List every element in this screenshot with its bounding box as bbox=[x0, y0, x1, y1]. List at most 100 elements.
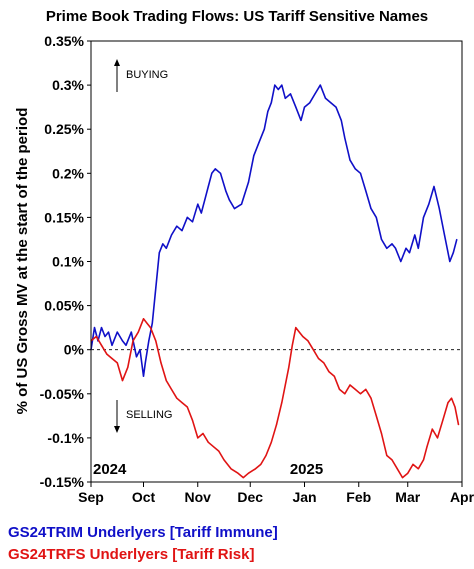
data-point bbox=[302, 335, 304, 338]
data-point bbox=[277, 88, 279, 91]
data-point bbox=[125, 344, 127, 346]
data-point bbox=[359, 172, 362, 174]
data-point bbox=[104, 335, 106, 338]
data-point bbox=[450, 397, 453, 399]
data-point bbox=[365, 190, 367, 192]
data-point bbox=[223, 459, 225, 461]
series-line-1 bbox=[90, 318, 460, 479]
x-tick-label: Apr bbox=[450, 489, 474, 505]
data-point bbox=[116, 331, 118, 333]
y-tick-label: -0.05% bbox=[40, 386, 85, 402]
down-arrow-head bbox=[114, 426, 120, 433]
data-point bbox=[149, 327, 152, 329]
data-point bbox=[307, 340, 309, 342]
data-point bbox=[454, 406, 456, 408]
data-point bbox=[298, 331, 300, 333]
data-point bbox=[267, 110, 269, 113]
data-point bbox=[300, 119, 302, 121]
data-point bbox=[303, 106, 306, 108]
year-label: 2025 bbox=[290, 461, 323, 478]
data-point bbox=[219, 172, 222, 174]
data-point bbox=[408, 252, 411, 254]
data-point bbox=[394, 247, 397, 249]
data-point bbox=[422, 459, 425, 461]
data-point bbox=[106, 353, 108, 355]
y-tick-label: 0.3% bbox=[52, 77, 84, 93]
data-point bbox=[155, 287, 157, 289]
data-point bbox=[207, 185, 209, 188]
data-point bbox=[438, 207, 440, 210]
data-point bbox=[370, 397, 372, 399]
series-group bbox=[90, 84, 460, 479]
data-point bbox=[258, 141, 260, 144]
data-point bbox=[253, 155, 255, 157]
x-tick-label: Dec bbox=[237, 489, 263, 505]
data-point bbox=[428, 203, 430, 205]
data-point bbox=[274, 84, 276, 86]
y-axis-label: % of US Gross MV at the start of the per… bbox=[14, 108, 31, 415]
data-point bbox=[380, 238, 383, 241]
data-point bbox=[457, 424, 460, 426]
data-point bbox=[270, 102, 272, 104]
data-point bbox=[456, 238, 458, 241]
data-point bbox=[414, 234, 416, 236]
data-point bbox=[349, 159, 351, 161]
data-point bbox=[295, 106, 297, 108]
data-point bbox=[160, 362, 162, 364]
data-point bbox=[181, 402, 183, 404]
data-point bbox=[130, 331, 132, 333]
data-point bbox=[254, 468, 257, 470]
data-point bbox=[121, 340, 124, 342]
data-point bbox=[211, 172, 213, 174]
data-point bbox=[132, 340, 134, 342]
data-point bbox=[417, 468, 419, 470]
data-point bbox=[191, 221, 194, 223]
data-point bbox=[263, 128, 265, 130]
data-point bbox=[338, 388, 341, 390]
data-point bbox=[426, 446, 428, 448]
axes: 0.35% 0.3% 0.25% 0.2% 0.15% 0.1% 0.05% 0% -0.05%… bbox=[40, 33, 474, 505]
y-tick-label: 0.25% bbox=[44, 121, 84, 137]
data-point bbox=[191, 419, 194, 421]
selling-label: SELLING bbox=[126, 409, 172, 421]
data-point bbox=[335, 106, 337, 108]
data-point bbox=[242, 476, 244, 479]
data-point bbox=[281, 402, 283, 404]
data-point bbox=[442, 419, 444, 421]
data-point bbox=[344, 393, 346, 395]
data-point bbox=[233, 207, 236, 210]
year-label: 2024 bbox=[93, 461, 127, 478]
data-point bbox=[284, 384, 286, 386]
data-point bbox=[375, 415, 377, 417]
data-point bbox=[170, 388, 173, 390]
data-point bbox=[202, 432, 204, 435]
data-point bbox=[417, 247, 419, 249]
data-point bbox=[204, 199, 206, 201]
data-point bbox=[214, 168, 216, 170]
data-point bbox=[121, 379, 124, 382]
data-point bbox=[158, 252, 160, 254]
data-point bbox=[354, 168, 356, 170]
data-point bbox=[436, 437, 439, 439]
data-point bbox=[142, 375, 145, 377]
data-point bbox=[422, 216, 425, 218]
data-point bbox=[401, 476, 404, 479]
data-point bbox=[447, 402, 449, 404]
data-point bbox=[323, 362, 325, 364]
buying-label: BUYING bbox=[126, 69, 168, 81]
data-point bbox=[135, 356, 138, 358]
data-point bbox=[295, 327, 297, 329]
data-point bbox=[344, 137, 346, 139]
data-point bbox=[391, 459, 393, 461]
data-point bbox=[407, 472, 409, 474]
data-point bbox=[107, 331, 110, 333]
data-point bbox=[317, 357, 320, 360]
x-tick-label: Oct bbox=[132, 489, 156, 505]
data-point bbox=[139, 349, 141, 351]
data-point bbox=[186, 406, 188, 408]
data-point bbox=[197, 203, 199, 205]
data-point bbox=[400, 260, 402, 263]
data-point bbox=[412, 463, 414, 465]
data-point bbox=[100, 327, 103, 329]
data-point bbox=[365, 388, 367, 390]
